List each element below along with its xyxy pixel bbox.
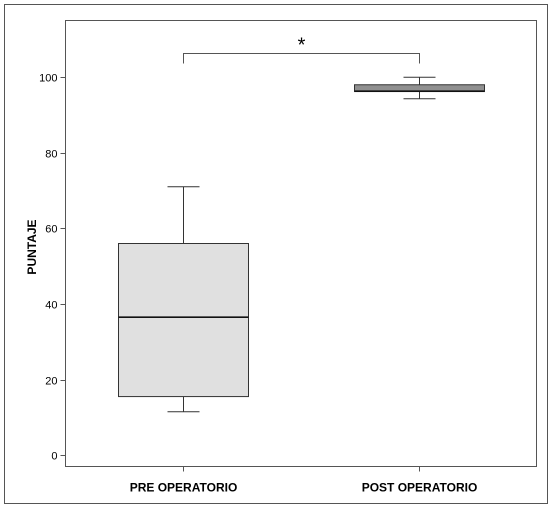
y-tick-label: 80: [45, 149, 57, 161]
significance-bracket: [183, 53, 420, 64]
x-tick-label: POST OPERATORIO: [362, 481, 478, 495]
y-axis: 0 20 40 60 80 100: [39, 73, 66, 463]
y-tick-label: 60: [45, 224, 57, 236]
y-tick-label: 100: [39, 73, 57, 85]
y-tick-label: 0: [51, 451, 57, 463]
y-tick-label: 20: [45, 376, 57, 388]
box-group: [118, 186, 249, 413]
y-tick-label: 40: [45, 300, 57, 312]
x-axis: PRE OPERATORIO POST OPERATORIO: [130, 466, 478, 495]
x-tick-label: PRE OPERATORIO: [130, 481, 238, 495]
box-group: [354, 76, 485, 100]
y-axis-label: PUNTAJE: [25, 219, 39, 274]
significance-star: *: [298, 35, 306, 57]
significance-annotation: *: [183, 35, 420, 64]
box-series: [118, 76, 485, 413]
box-iqr: [118, 243, 249, 398]
